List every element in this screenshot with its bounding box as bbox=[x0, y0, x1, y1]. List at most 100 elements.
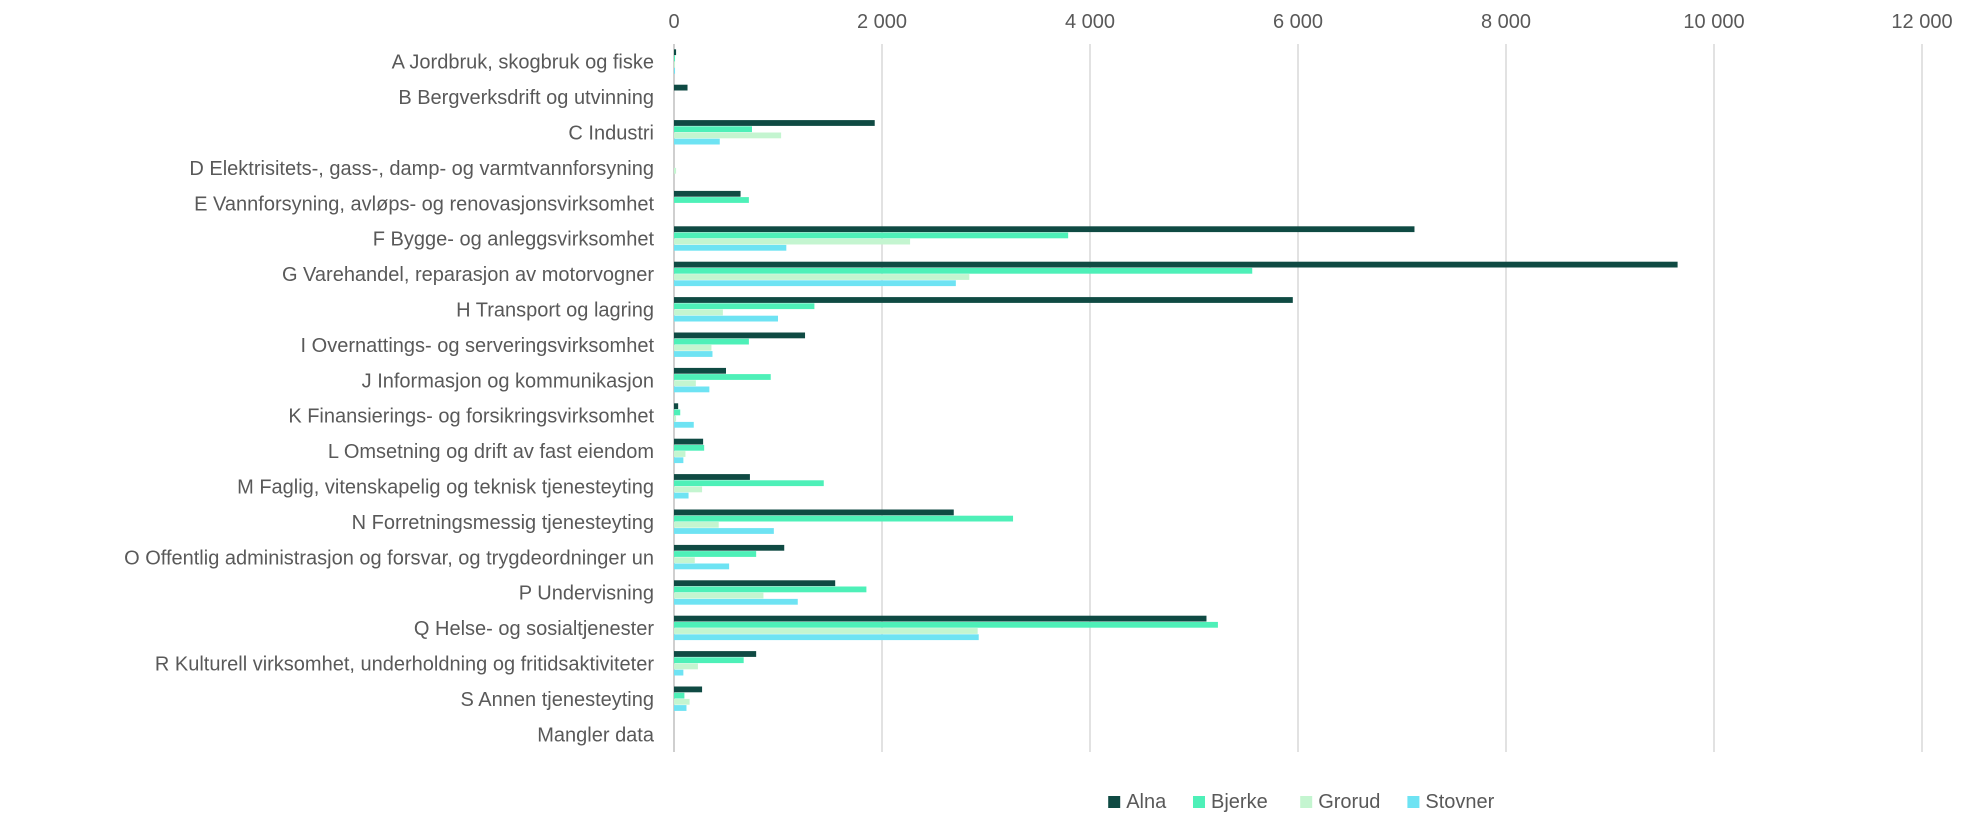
bar-bjerke bbox=[674, 515, 1014, 522]
category-label: H Transport og lagring bbox=[456, 300, 654, 322]
category-label: D Elektrisitets-, gass-, damp- og varmtv… bbox=[189, 158, 654, 180]
bar-stovner bbox=[674, 138, 720, 145]
bar-bjerke bbox=[674, 586, 867, 593]
category-label: N Forretningsmessig tjenesteyting bbox=[352, 512, 654, 534]
bar-grorud bbox=[674, 663, 698, 670]
bar-bjerke bbox=[674, 55, 676, 62]
legend-label-stovner: Stovner bbox=[1425, 791, 1494, 813]
bar-alna bbox=[674, 403, 679, 410]
category-label: I Overnattings- og serveringsvirksomhet bbox=[301, 335, 655, 357]
category-label: S Annen tjenesteyting bbox=[461, 689, 654, 711]
bar-grorud bbox=[674, 238, 911, 245]
bar-stovner bbox=[674, 705, 687, 711]
bar-stovner bbox=[674, 280, 956, 287]
bar-stovner bbox=[674, 421, 694, 428]
bar-alna bbox=[674, 615, 1207, 622]
bar-stovner bbox=[674, 492, 689, 499]
bar-stovner bbox=[674, 598, 798, 605]
bar-bjerke bbox=[674, 657, 744, 664]
category-label: J Informasjon og kommunikasjon bbox=[362, 370, 654, 392]
bar-alna bbox=[674, 297, 1293, 303]
bar-grorud bbox=[674, 628, 978, 634]
category-label: L Omsetning og drift av fast eiendom bbox=[328, 441, 654, 463]
legend-label-bjerke: Bjerke bbox=[1211, 791, 1268, 813]
category-label: G Varehandel, reparasjon av motorvogner bbox=[282, 264, 654, 286]
bar-stovner bbox=[674, 67, 676, 74]
bar-grorud bbox=[674, 698, 690, 705]
x-tick-label: 12 000 bbox=[1891, 11, 1952, 33]
bar-bjerke bbox=[674, 551, 757, 557]
category-label: Mangler data bbox=[537, 724, 655, 746]
bar-alna bbox=[674, 438, 704, 445]
bars bbox=[674, 49, 1678, 711]
gridlines bbox=[673, 44, 1923, 752]
bar-bjerke bbox=[674, 232, 1069, 239]
category-label: A Jordbruk, skogbruk og fiske bbox=[392, 52, 654, 74]
bar-alna bbox=[674, 120, 875, 126]
x-tick-label: 10 000 bbox=[1683, 11, 1744, 33]
bar-grorud bbox=[674, 344, 712, 351]
category-label: R Kulturell virksomhet, underholdning og… bbox=[155, 654, 654, 676]
bar-grorud bbox=[674, 380, 696, 387]
x-tick-label: 8 000 bbox=[1481, 11, 1531, 33]
bar-grorud bbox=[674, 274, 970, 280]
bar-stovner bbox=[674, 457, 684, 464]
bar-grorud bbox=[674, 167, 677, 174]
bar-alna bbox=[674, 332, 806, 339]
category-label: C Industri bbox=[568, 123, 654, 145]
legend-swatch-grorud bbox=[1300, 796, 1313, 808]
bar-grorud bbox=[674, 309, 723, 316]
bar-alna bbox=[674, 367, 726, 374]
x-tick-label: 4 000 bbox=[1065, 11, 1115, 33]
bar-bjerke bbox=[674, 621, 1218, 628]
category-label: B Bergverksdrift og utvinning bbox=[398, 87, 654, 109]
bar-alna bbox=[674, 544, 785, 551]
bar-alna bbox=[674, 190, 741, 197]
legend-label-grorud: Grorud bbox=[1318, 791, 1380, 813]
bar-alna bbox=[674, 686, 703, 693]
bar-stovner bbox=[674, 634, 979, 641]
bar-stovner bbox=[674, 351, 713, 357]
x-axis-ticks: 0 2 000 4 000 6 000 8 000 10 000 12 000 bbox=[668, 11, 1952, 33]
bar-bjerke bbox=[674, 480, 824, 487]
bar-bjerke bbox=[674, 692, 685, 699]
legend-swatch-alna bbox=[1108, 796, 1121, 808]
bar-stovner bbox=[674, 386, 710, 393]
bar-alna bbox=[674, 651, 757, 657]
bar-grorud bbox=[674, 486, 703, 493]
bar-grorud bbox=[674, 132, 782, 139]
bar-stovner bbox=[674, 528, 774, 534]
bar-bjerke bbox=[674, 409, 681, 416]
bar-grorud bbox=[674, 557, 695, 564]
bar-stovner bbox=[674, 563, 730, 570]
category-label: Q Helse- og sosialtjenester bbox=[414, 618, 654, 640]
bar-alna bbox=[674, 509, 954, 516]
x-tick-label: 2 000 bbox=[857, 11, 907, 33]
legend-label-alna: Alna bbox=[1126, 791, 1167, 813]
category-labels: A Jordbruk, skogbruk og fiske B Bergverks… bbox=[124, 52, 655, 747]
bar-alna bbox=[674, 580, 836, 587]
bar-bjerke bbox=[674, 126, 752, 133]
bar-bjerke bbox=[674, 303, 815, 310]
x-tick-label: 6 000 bbox=[1273, 11, 1323, 33]
legend-swatch-bjerke bbox=[1193, 796, 1205, 808]
category-label: F Bygge- og anleggsvirksomhet bbox=[373, 229, 655, 251]
bar-grorud bbox=[674, 592, 764, 599]
legend: Alna Bjerke Grorud Stovner bbox=[1108, 791, 1495, 813]
category-label: K Finansierings- og forsikringsvirksomhe… bbox=[288, 406, 654, 428]
bar-alna bbox=[674, 49, 677, 56]
bar-bjerke bbox=[674, 197, 749, 203]
category-label: E Vannforsyning, avløps- og renovasjonsv… bbox=[194, 193, 654, 215]
bar-stovner bbox=[674, 244, 787, 251]
bar-bjerke bbox=[674, 338, 749, 345]
bar-alna bbox=[674, 84, 688, 91]
x-tick-label: 0 bbox=[668, 11, 679, 33]
bar-bjerke bbox=[674, 267, 1253, 274]
category-label: M Faglig, vitenskapelig og teknisk tjene… bbox=[237, 477, 654, 499]
category-label: P Undervisning bbox=[519, 583, 654, 605]
bar-alna bbox=[674, 226, 1415, 233]
bar-bjerke bbox=[674, 444, 705, 451]
bar-stovner bbox=[674, 315, 778, 322]
